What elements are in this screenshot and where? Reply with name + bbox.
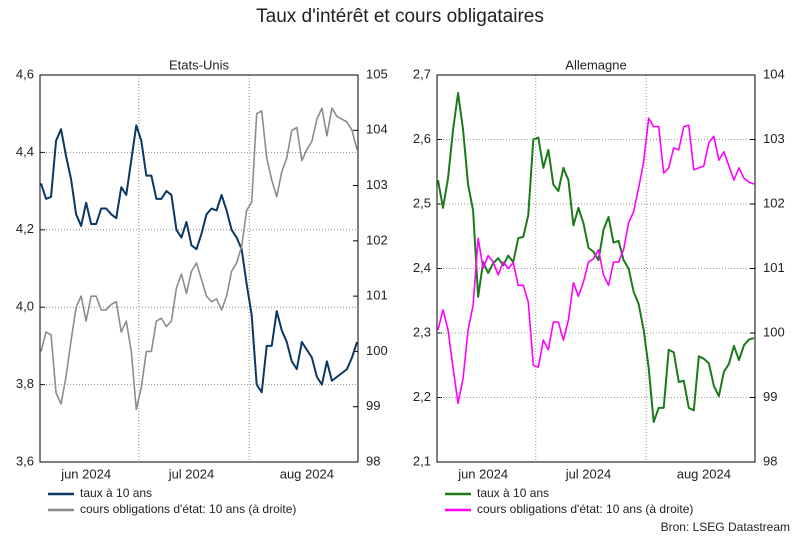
y2-tick-label: 104 xyxy=(366,122,388,137)
y2-tick-label: 103 xyxy=(366,177,388,192)
y2-tick-label: 99 xyxy=(763,389,777,404)
series-line xyxy=(437,92,755,424)
y2-tick-label: 100 xyxy=(366,343,388,358)
y2-tick-label: 104 xyxy=(763,66,785,81)
x-tick-label: aug 2024 xyxy=(280,466,334,481)
y2-tick-label: 100 xyxy=(763,324,785,339)
legend-text: cours obligations d'état: 10 ans (à droi… xyxy=(477,502,693,516)
plot-frame xyxy=(39,74,359,463)
y2-tick-label: 103 xyxy=(763,131,785,146)
y2-tick-label: 105 xyxy=(366,66,388,81)
x-tick-label: jun 2024 xyxy=(60,466,111,481)
plot-frame xyxy=(436,74,756,463)
panel-title: Allemagne xyxy=(565,57,626,72)
chart-title: Taux d'intérêt et cours obligataires xyxy=(256,6,544,27)
y-tick-label: 2,3 xyxy=(413,324,431,339)
series-line xyxy=(437,117,755,405)
y2-tick-label: 101 xyxy=(763,260,785,275)
y-tick-label: 4,4 xyxy=(16,144,34,159)
y-tick-label: 2,1 xyxy=(413,453,431,468)
panel-title: Etats-Unis xyxy=(169,57,229,72)
y-tick-label: 2,7 xyxy=(413,66,431,81)
y2-tick-label: 102 xyxy=(763,195,785,210)
series-line xyxy=(40,107,358,411)
y2-tick-label: 102 xyxy=(366,232,388,247)
source: Bron: LSEG Datastream xyxy=(661,520,790,534)
legend-text: cours obligations d'état: 10 ans (à droi… xyxy=(80,502,296,516)
x-tick-label: jun 2024 xyxy=(457,466,508,481)
y-tick-label: 2,6 xyxy=(413,131,431,146)
legend-text: taux à 10 ans xyxy=(477,486,549,500)
x-tick-label: jul 2024 xyxy=(168,466,215,481)
y-tick-label: 4,0 xyxy=(16,299,34,314)
y-tick-label: 3,8 xyxy=(16,376,34,391)
y2-tick-label: 98 xyxy=(366,453,380,468)
y-tick-label: 2,2 xyxy=(413,389,431,404)
x-tick-label: aug 2024 xyxy=(677,466,731,481)
y2-tick-label: 99 xyxy=(366,398,380,413)
series-line xyxy=(40,124,358,394)
legend-text: taux à 10 ans xyxy=(80,486,152,500)
x-tick-label: jul 2024 xyxy=(565,466,612,481)
y2-tick-label: 101 xyxy=(366,288,388,303)
y-tick-label: 2,4 xyxy=(413,260,431,275)
y-tick-label: 2,5 xyxy=(413,195,431,210)
y-tick-label: 3,6 xyxy=(16,453,34,468)
y2-tick-label: 98 xyxy=(763,453,777,468)
y-tick-label: 4,6 xyxy=(16,66,34,81)
y-tick-label: 4,2 xyxy=(16,221,34,236)
